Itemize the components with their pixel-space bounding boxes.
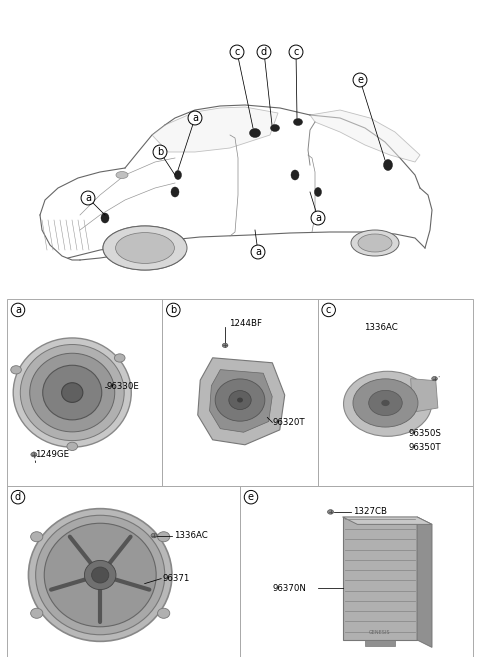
Polygon shape (210, 370, 272, 432)
Ellipse shape (44, 523, 156, 627)
Ellipse shape (11, 366, 22, 374)
Ellipse shape (31, 452, 37, 457)
Polygon shape (417, 517, 432, 647)
Ellipse shape (114, 354, 125, 362)
Text: c: c (234, 47, 240, 57)
Text: 96330E: 96330E (107, 382, 140, 391)
Text: a: a (315, 213, 321, 223)
Text: a: a (15, 305, 21, 315)
Text: d: d (15, 492, 21, 502)
Ellipse shape (353, 379, 418, 427)
Text: a: a (192, 113, 198, 123)
Text: 96350S: 96350S (408, 428, 442, 438)
Ellipse shape (92, 567, 109, 583)
Bar (7, 486, 240, 657)
Text: 1336AC: 1336AC (174, 531, 208, 540)
Polygon shape (198, 358, 285, 445)
Text: 1336AC: 1336AC (364, 323, 398, 332)
Polygon shape (310, 110, 420, 162)
Ellipse shape (358, 234, 392, 252)
Ellipse shape (103, 226, 187, 270)
Text: 96350T: 96350T (408, 443, 441, 452)
Ellipse shape (175, 171, 181, 179)
Bar (365, 640, 395, 646)
Text: 1249GE: 1249GE (35, 450, 69, 459)
Ellipse shape (314, 187, 322, 196)
Ellipse shape (369, 390, 402, 415)
Ellipse shape (157, 532, 170, 542)
Ellipse shape (250, 129, 261, 137)
Bar (240, 486, 473, 657)
Ellipse shape (84, 560, 116, 589)
Ellipse shape (271, 124, 279, 131)
Text: 96370N: 96370N (273, 584, 306, 593)
Ellipse shape (237, 397, 243, 403)
Ellipse shape (229, 391, 251, 409)
Text: e: e (357, 75, 363, 85)
Text: 1327CB: 1327CB (352, 507, 386, 516)
Ellipse shape (351, 230, 399, 256)
Ellipse shape (291, 170, 299, 180)
Ellipse shape (171, 187, 179, 197)
Ellipse shape (381, 400, 390, 406)
Text: c: c (326, 305, 331, 315)
Ellipse shape (31, 532, 43, 542)
Text: a: a (255, 247, 261, 257)
Text: e: e (248, 492, 254, 502)
Text: b: b (170, 305, 177, 315)
Ellipse shape (384, 160, 393, 171)
Text: b: b (157, 147, 163, 157)
Ellipse shape (20, 344, 124, 441)
Ellipse shape (31, 608, 43, 618)
Ellipse shape (293, 118, 302, 125)
Ellipse shape (151, 533, 157, 538)
Ellipse shape (157, 608, 170, 618)
Ellipse shape (222, 343, 228, 348)
Ellipse shape (327, 510, 334, 514)
Bar (343, 517, 417, 640)
Text: c: c (293, 47, 299, 57)
Ellipse shape (215, 379, 265, 421)
Polygon shape (152, 107, 278, 152)
Ellipse shape (43, 365, 102, 420)
Text: 1244BF: 1244BF (229, 319, 262, 328)
Text: GENESIS: GENESIS (369, 631, 391, 635)
Text: 96320T: 96320T (272, 418, 305, 427)
Ellipse shape (30, 353, 115, 432)
Ellipse shape (344, 371, 432, 436)
Polygon shape (410, 378, 438, 412)
Bar (7, 299, 162, 486)
Ellipse shape (28, 509, 172, 641)
Ellipse shape (61, 383, 83, 402)
Bar (162, 299, 318, 486)
Ellipse shape (116, 171, 128, 179)
Ellipse shape (13, 338, 131, 447)
Bar (318, 299, 473, 486)
Text: d: d (261, 47, 267, 57)
Text: a: a (85, 193, 91, 203)
Ellipse shape (101, 213, 109, 223)
Text: 96371: 96371 (163, 574, 190, 583)
Polygon shape (343, 517, 432, 524)
Ellipse shape (432, 376, 437, 380)
Ellipse shape (36, 515, 165, 635)
Ellipse shape (67, 442, 78, 451)
Ellipse shape (116, 233, 174, 263)
